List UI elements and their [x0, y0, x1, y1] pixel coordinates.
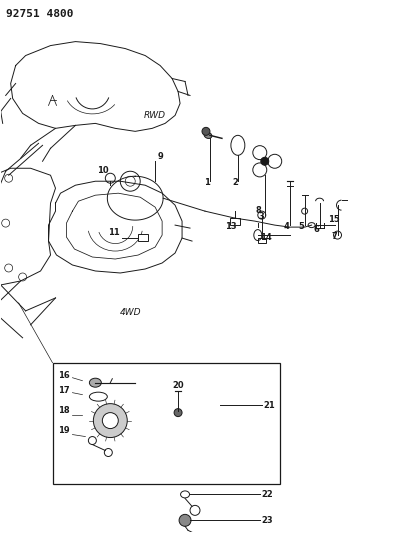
Circle shape [93, 403, 127, 438]
Circle shape [261, 157, 269, 165]
Text: 4WD: 4WD [120, 308, 141, 317]
Text: 7: 7 [332, 232, 337, 241]
Circle shape [179, 514, 191, 526]
Text: 6: 6 [314, 225, 320, 234]
Text: 18: 18 [58, 406, 70, 415]
Text: 3: 3 [259, 212, 264, 221]
Text: 92751 4800: 92751 4800 [6, 9, 73, 19]
Text: 1: 1 [204, 178, 210, 187]
Text: 21: 21 [264, 401, 276, 410]
Ellipse shape [204, 132, 212, 139]
Text: 9: 9 [157, 152, 163, 161]
Bar [52, 363, 280, 484]
Text: 4: 4 [284, 222, 290, 231]
Circle shape [202, 127, 210, 135]
Text: 16: 16 [58, 371, 70, 379]
Text: 23: 23 [262, 516, 274, 526]
Text: 19: 19 [58, 425, 70, 434]
Text: 20: 20 [172, 381, 184, 390]
Text: RWD: RWD [144, 111, 166, 120]
FancyBboxPatch shape [230, 218, 240, 225]
Circle shape [102, 413, 118, 429]
Text: 2: 2 [232, 178, 238, 187]
FancyBboxPatch shape [138, 234, 148, 241]
Text: 15: 15 [328, 215, 339, 224]
Text: 11: 11 [108, 228, 120, 237]
Text: 13: 13 [225, 222, 236, 231]
Text: 17: 17 [58, 386, 70, 394]
Text: 8: 8 [256, 206, 262, 215]
Ellipse shape [89, 378, 101, 387]
Circle shape [174, 409, 182, 417]
Text: 14: 14 [260, 233, 272, 242]
Text: 22: 22 [262, 490, 274, 499]
Bar [258, 238, 266, 243]
Text: 10: 10 [97, 166, 109, 175]
Text: 5: 5 [299, 222, 304, 231]
